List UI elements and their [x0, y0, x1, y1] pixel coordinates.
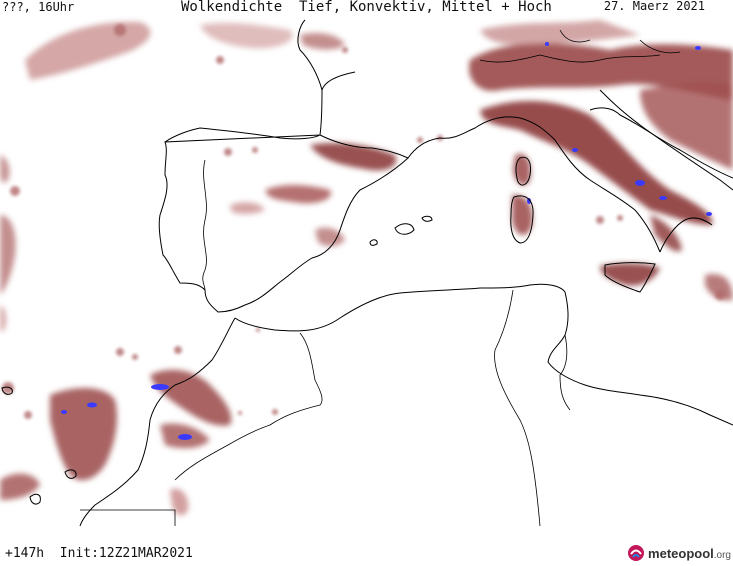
coastline-mallorca	[394, 223, 415, 235]
forecast-date: 27. Maerz 2021	[603, 0, 705, 13]
coastline-morocco-atlantic	[79, 317, 236, 527]
coastline-balkans	[599, 89, 733, 191]
cloud-region-italy	[480, 100, 713, 225]
coastline-sardinia	[510, 195, 534, 244]
border-central-europe	[559, 29, 681, 54]
coastline-canary-1	[29, 493, 41, 505]
coastlines	[1, 19, 733, 527]
meteopool-logo-icon	[628, 545, 645, 561]
logo-main-text: meteopool	[648, 545, 714, 561]
forecast-time-label: ???, 16Uhr	[2, 0, 75, 14]
cloud-region-central-spain	[265, 185, 331, 204]
cloud-region-west-edge-2	[0, 155, 10, 183]
coastline-canary-3	[1, 386, 13, 395]
border-w-sahara	[80, 509, 176, 526]
cloud-cells	[2, 24, 725, 419]
init-time-label: +147h Init:12Z21MAR2021	[5, 546, 193, 561]
coastline-iberia	[158, 89, 409, 313]
cloud-region-atlas	[150, 369, 232, 426]
cloud-region-calabria	[650, 215, 682, 252]
cloud-region-bay-biscay	[200, 22, 293, 49]
cloud-region-sardinia	[512, 194, 533, 236]
border-algeria-tunisia	[494, 289, 541, 527]
cloud-region-west-edge-1	[0, 215, 16, 295]
coastline-ibiza	[369, 239, 378, 246]
cloud-region-se-corner	[705, 274, 733, 301]
coastline-canary-2	[64, 469, 77, 479]
cloud-layer	[0, 20, 733, 516]
cloud-region-sicily	[600, 263, 660, 286]
coastline-menorca	[421, 215, 433, 222]
cloud-region-west-edge-3	[0, 305, 7, 332]
border-alps	[479, 54, 661, 63]
coastline-france	[297, 19, 356, 91]
meteopool-logo[interactable]: meteopool.org	[627, 544, 731, 562]
coastline-corsica	[515, 156, 531, 186]
cloud-region-atlantic-north	[25, 21, 151, 80]
cloud-region-north-sea-edge	[480, 20, 640, 45]
coastline-north-africa	[234, 283, 733, 426]
country-borders	[80, 29, 681, 527]
cloud-region-spain-inland	[230, 202, 265, 215]
cloud-region-pyrenees	[310, 143, 397, 171]
convective-cells	[61, 42, 712, 440]
cloud-region-east-spain	[315, 227, 345, 247]
border-morocco-algeria	[174, 332, 323, 481]
map-title: Wolkendichte Tief, Konvektiv, Mittel + H…	[181, 0, 552, 15]
cloud-region-adriatic	[640, 82, 733, 170]
meteopool-logo-text: meteopool.org	[648, 546, 731, 561]
cloud-region-channel	[300, 33, 345, 50]
logo-suffix-text: .org	[713, 549, 731, 561]
cloud-region-canary-south	[0, 473, 40, 500]
cloud-region-canary	[50, 388, 117, 481]
cloud-density-map	[0, 19, 733, 527]
border-tunisia-libya	[559, 334, 571, 411]
cloud-region-far-south	[170, 488, 189, 516]
border-spain-portugal	[202, 159, 207, 291]
coastline-sicily	[604, 262, 656, 293]
